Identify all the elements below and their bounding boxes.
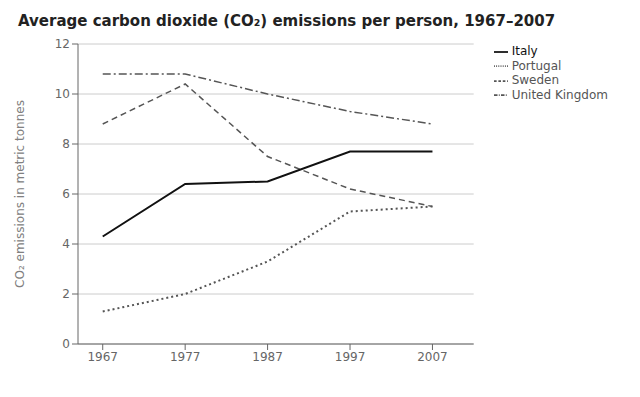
- html-text:Portugal: Portugal: [511, 58, 562, 73]
- svg-text:1977: 1977: [170, 350, 201, 364]
- svg-text:1997: 1997: [335, 350, 366, 364]
- svg-text:0: 0: [62, 337, 70, 351]
- svg-text:8: 8: [62, 137, 70, 151]
- svg-text:12: 12: [55, 37, 70, 51]
- svg-text:2007: 2007: [417, 350, 448, 364]
- svg-text:4: 4: [62, 237, 70, 251]
- html-text:Average carbon dioxide (CO₂) e: Average carbon dioxide (CO₂) emissions p…: [18, 12, 556, 30]
- svg-text:1967: 1967: [87, 350, 118, 364]
- html-text:United Kingdom: United Kingdom: [511, 87, 608, 102]
- html-text:Sweden: Sweden: [511, 73, 560, 87]
- html-text:Italy: Italy: [511, 44, 538, 58]
- svg-text:CO₂ emissions in metric tonnes: CO₂ emissions in metric tonnes: [13, 100, 27, 288]
- svg-text:1987: 1987: [252, 350, 283, 364]
- svg-text:6: 6: [62, 187, 70, 201]
- svg-text:10: 10: [55, 87, 70, 101]
- svg-text:2: 2: [62, 287, 70, 301]
